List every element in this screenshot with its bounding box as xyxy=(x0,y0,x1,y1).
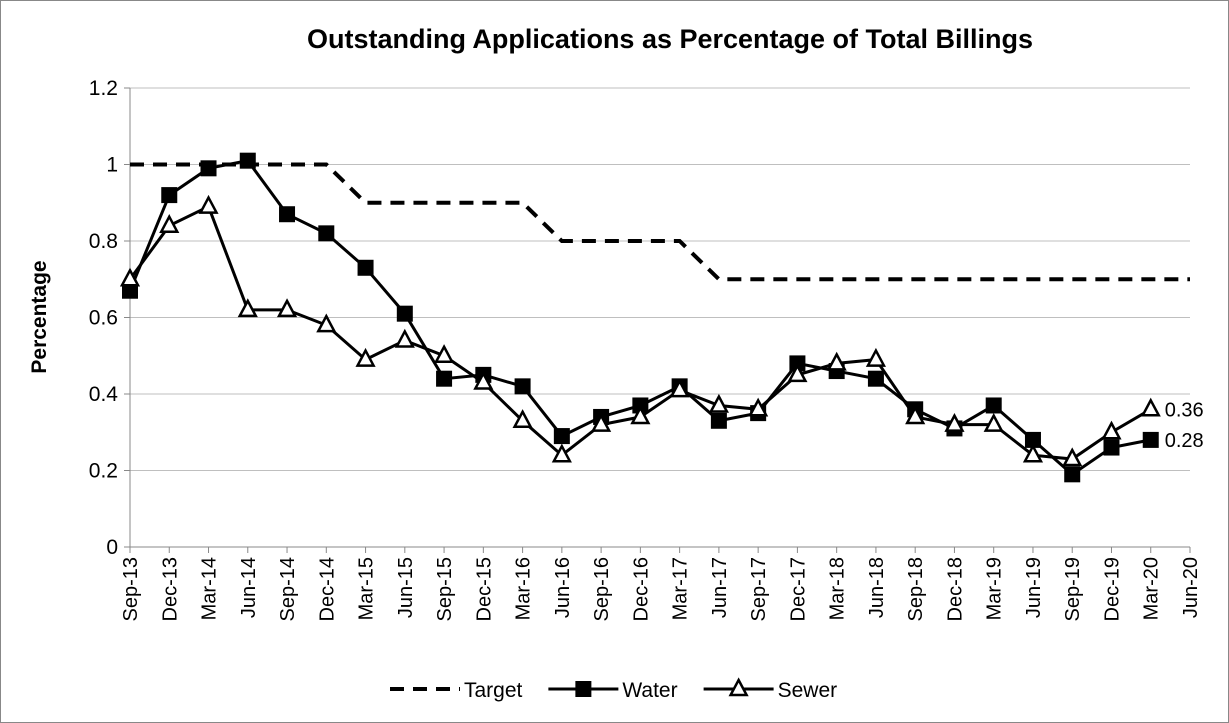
data-point xyxy=(161,187,178,204)
data-point xyxy=(396,305,413,322)
data-point xyxy=(1101,420,1122,440)
data-point xyxy=(119,267,141,287)
x-tick-label: Mar-14 xyxy=(199,557,221,620)
y-tick-label: 0 xyxy=(106,536,118,559)
data-point xyxy=(433,344,455,363)
data-point xyxy=(551,443,572,463)
x-tick-label: Mar-18 xyxy=(827,557,849,620)
x-tick-label: Sep-16 xyxy=(591,557,613,622)
x-tick-label: Sep-19 xyxy=(1062,557,1084,622)
data-point xyxy=(1024,431,1041,448)
x-tick-label: Sep-18 xyxy=(905,557,927,622)
x-tick-label: Dec-16 xyxy=(630,557,652,621)
data-point xyxy=(237,298,258,318)
x-tick-label: Dec-18 xyxy=(944,557,966,621)
y-tick-label: 0.6 xyxy=(89,307,118,330)
data-point xyxy=(865,347,887,367)
data-point xyxy=(198,194,219,214)
data-point xyxy=(748,397,769,417)
x-tick-label: Jun-17 xyxy=(709,557,731,618)
data-point xyxy=(1062,447,1083,467)
data-point xyxy=(318,225,335,242)
data-point xyxy=(867,370,884,387)
data-point xyxy=(1022,443,1044,463)
data-label: 0.28 xyxy=(1165,430,1204,452)
data-point xyxy=(159,214,180,233)
data-point xyxy=(1140,397,1161,417)
data-point xyxy=(905,405,926,425)
data-point xyxy=(787,363,808,383)
x-tick-label: Sep-17 xyxy=(748,557,770,622)
x-tick-label: Jun-16 xyxy=(552,557,574,618)
y-tick-label: 0.4 xyxy=(89,383,119,406)
data-label: 0.36 xyxy=(1165,399,1204,421)
data-point xyxy=(591,412,612,432)
data-point xyxy=(944,412,965,432)
y-tick-label: 1 xyxy=(106,154,118,177)
data-point xyxy=(710,412,727,429)
data-point xyxy=(983,412,1004,432)
x-tick-label: Dec-14 xyxy=(316,557,338,621)
data-point xyxy=(279,206,296,223)
x-tick-label: Mar-17 xyxy=(670,557,692,620)
data-point xyxy=(316,313,337,333)
data-point xyxy=(357,259,374,276)
x-tick-label: Jun-19 xyxy=(1023,557,1045,618)
data-point xyxy=(514,378,531,395)
data-point xyxy=(1064,466,1081,483)
data-point xyxy=(394,328,415,348)
data-point xyxy=(276,298,298,318)
series-line xyxy=(130,162,1190,282)
x-tick-label: Dec-19 xyxy=(1101,557,1123,621)
data-point xyxy=(473,370,494,390)
x-tick-label: Mar-19 xyxy=(984,557,1006,620)
data-point xyxy=(200,160,217,177)
data-point xyxy=(512,409,533,429)
x-tick-label: Dec-13 xyxy=(159,557,181,621)
data-point xyxy=(985,397,1002,414)
data-point xyxy=(1142,431,1159,448)
chart-title: Outstanding Applications as Percentage o… xyxy=(307,24,1033,54)
y-tick-label: 0.2 xyxy=(89,460,118,483)
data-point xyxy=(553,428,570,445)
data-point xyxy=(436,370,453,387)
legend-marker xyxy=(575,681,592,697)
data-point xyxy=(239,152,256,169)
x-tick-label: Dec-15 xyxy=(473,557,495,621)
y-axis-label: Percentage xyxy=(28,260,51,373)
x-tick-label: Mar-20 xyxy=(1141,557,1163,620)
data-point xyxy=(708,393,729,413)
data-point xyxy=(355,347,376,367)
x-tick-label: Sep-15 xyxy=(434,557,456,622)
legend-marker xyxy=(728,677,749,697)
x-tick-label: Jun-14 xyxy=(238,557,260,618)
legend-label: Target xyxy=(464,679,523,702)
data-point xyxy=(826,351,847,371)
x-tick-label: Sep-13 xyxy=(120,557,142,622)
x-tick-label: Mar-15 xyxy=(356,557,378,620)
data-point xyxy=(630,405,651,425)
x-tick-label: Mar-16 xyxy=(513,557,535,620)
x-tick-label: Dec-17 xyxy=(787,557,809,621)
y-tick-label: 0.8 xyxy=(89,230,118,253)
data-point xyxy=(122,282,138,299)
data-point xyxy=(669,378,690,398)
legend-label: Sewer xyxy=(778,679,838,702)
y-tick-label: 1.2 xyxy=(89,77,118,100)
x-tick-label: Jun-18 xyxy=(866,557,888,618)
data-point xyxy=(1103,439,1120,456)
x-tick-label: Jun-15 xyxy=(395,557,417,618)
x-tick-label: Sep-14 xyxy=(277,557,299,622)
legend-label: Water xyxy=(622,679,677,702)
x-tick-label: Jun-20 xyxy=(1180,557,1202,618)
